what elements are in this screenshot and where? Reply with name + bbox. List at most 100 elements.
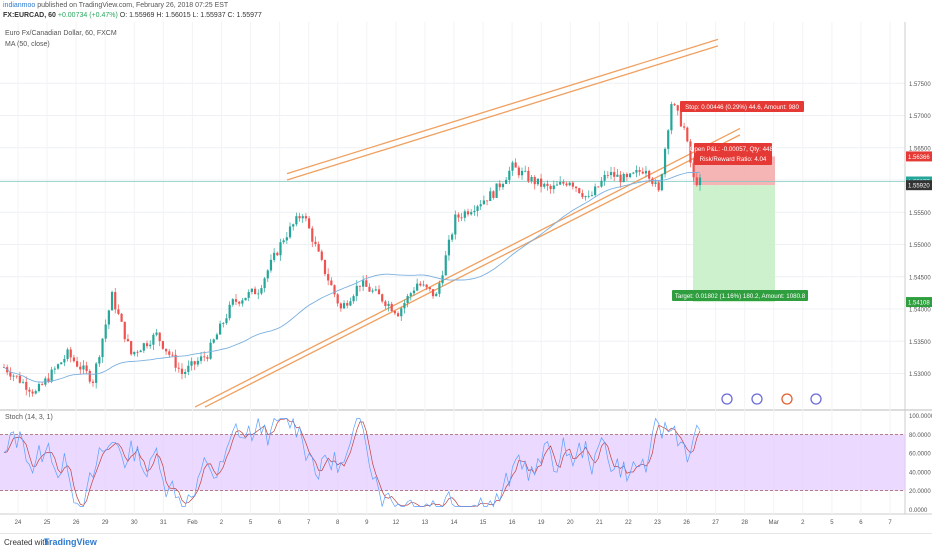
candle-body — [489, 191, 492, 202]
candle-body — [505, 179, 508, 184]
candle-body — [536, 178, 540, 185]
candle-body — [126, 339, 130, 342]
trend-line — [204, 134, 741, 408]
time-tick-label: 29 — [102, 520, 109, 526]
candle-body — [368, 286, 371, 292]
candle-body — [136, 351, 139, 353]
candle-body — [155, 332, 158, 335]
time-tick-label: 15 — [480, 520, 487, 526]
candle-body — [571, 182, 574, 187]
candle-body — [527, 170, 530, 182]
candle-body — [524, 170, 527, 172]
candle-body — [625, 173, 629, 178]
candle-body — [130, 341, 133, 355]
candle-body — [362, 280, 365, 287]
candle-body — [365, 280, 368, 287]
candle-body — [600, 180, 603, 187]
candle-body — [606, 174, 609, 176]
created-with-text: Created with — [4, 538, 49, 547]
candle-body — [82, 365, 85, 370]
stoch-axis: 100.0000 80.0000 60.0000 40.0000 20.0000 0.00… — [909, 414, 932, 514]
candle-body — [142, 343, 145, 351]
event-icons — [721, 393, 822, 405]
candle-body — [673, 104, 676, 106]
candle-body — [311, 228, 314, 242]
tradingview-logo[interactable]: TradingView — [44, 537, 97, 547]
price-change: +0.00734 (+0.47%) — [57, 12, 118, 19]
price-tick-label: 1.53000 — [909, 372, 931, 378]
candle-body — [470, 212, 473, 215]
candle-body — [95, 363, 98, 383]
candle-body — [285, 237, 288, 241]
candle-body — [695, 177, 698, 186]
candle-body — [390, 303, 393, 312]
candle-body — [199, 356, 203, 361]
time-tick-label: 6 — [859, 520, 863, 526]
candle-body — [9, 372, 12, 377]
candle-body — [644, 170, 648, 174]
candle-body — [520, 170, 524, 176]
candle-body — [250, 288, 253, 293]
candle-body — [358, 285, 362, 287]
stoch-k-line — [3, 417, 701, 508]
time-tick-label: 7 — [888, 520, 892, 526]
candle-body — [346, 303, 349, 306]
candle-body — [422, 284, 425, 286]
candle-body — [88, 370, 91, 382]
candle-body — [158, 332, 161, 342]
candle-body — [679, 110, 683, 127]
candle-body — [393, 311, 397, 314]
candle-body — [616, 174, 619, 177]
trend-line — [286, 45, 719, 181]
candle-body — [79, 366, 82, 370]
candle-body — [603, 174, 606, 181]
price-tick-label: 1.55500 — [909, 211, 931, 217]
candle-body — [559, 181, 562, 185]
candle-body — [298, 216, 301, 219]
candle-body — [384, 301, 387, 307]
candle-body — [466, 211, 470, 215]
time-tick-label: 20 — [567, 520, 574, 526]
time-tick-label: 14 — [451, 520, 458, 526]
candle-body — [597, 186, 600, 188]
time-tick-label: 8 — [336, 520, 340, 526]
candle-body — [21, 381, 25, 383]
candle-body — [15, 375, 18, 377]
candle-body — [479, 204, 482, 207]
candle-body — [451, 234, 454, 240]
candle-body — [543, 183, 546, 187]
chart-area[interactable]: 1.575001.570001.565001.560001.555001.550… — [0, 22, 932, 533]
time-tick-label: 30 — [131, 520, 138, 526]
candle-body — [546, 183, 549, 186]
candle-body — [307, 218, 311, 229]
candle-body — [409, 293, 412, 296]
candle-body — [177, 367, 180, 369]
stoch-tick-label: 60.0000 — [909, 452, 931, 458]
grid — [0, 22, 932, 515]
time-tick-label: 31 — [160, 520, 167, 526]
candle-body — [632, 172, 635, 174]
candle-body — [238, 301, 241, 304]
time-tick-label: Mar — [769, 520, 779, 526]
target-label-box — [672, 290, 808, 301]
candle-body — [327, 274, 330, 281]
candle-body — [498, 183, 501, 188]
candle-body — [190, 361, 193, 366]
candle-body — [539, 178, 543, 187]
publisher-name[interactable]: indianmoo — [3, 2, 36, 9]
candle-body — [104, 324, 107, 339]
candle-body — [279, 242, 282, 256]
candle-body — [225, 318, 228, 324]
price-tag — [906, 297, 932, 308]
candle-body — [492, 191, 495, 198]
candle-body — [416, 283, 419, 291]
candle-body — [222, 323, 225, 324]
price-tag — [906, 180, 932, 191]
candle-body — [568, 182, 571, 186]
time-tick-label: 26 — [683, 520, 690, 526]
chart-legend: Euro Fx/Canadian Dollar, 60, FXCM MA (50… — [5, 30, 117, 421]
legend-ma: MA (50, close) — [5, 41, 50, 48]
ohlc-values: O: 1.55969 H: 1.56015 L: 1.55937 C: 1.55… — [119, 12, 262, 19]
time-tick-label: 27 — [712, 520, 719, 526]
candle-body — [269, 259, 273, 271]
